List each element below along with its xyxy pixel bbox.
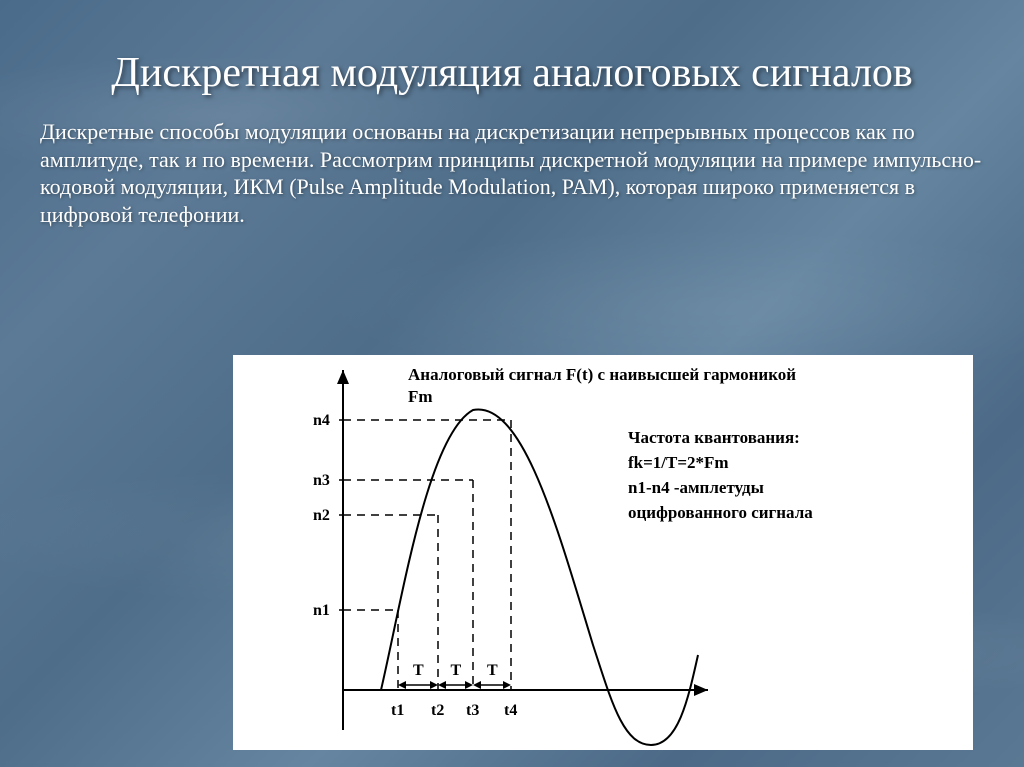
- svg-text:n4: n4: [313, 412, 330, 429]
- svg-text:T: T: [487, 662, 498, 679]
- slide-body: Дискретные способы модуляции основаны на…: [40, 118, 984, 228]
- pcm-diagram-svg: n4 n3 n2 n1 t1 t2 t3 t4 T T T Аналоговый сигнал F(t…: [233, 355, 973, 750]
- pcm-diagram: n4 n3 n2 n1 t1 t2 t3 t4 T T T Аналоговый сигнал F(t…: [233, 355, 973, 750]
- svg-text:T: T: [451, 662, 462, 679]
- svg-text:n2: n2: [313, 507, 330, 524]
- svg-text:t1: t1: [391, 702, 404, 719]
- svg-text:t4: t4: [504, 702, 517, 719]
- svg-text:t2: t2: [431, 702, 444, 719]
- svg-text:t3: t3: [466, 702, 479, 719]
- svg-text:оцифрованного сигнала: оцифрованного сигнала: [628, 503, 813, 522]
- svg-text:Частота квантования:: Частота квантования:: [628, 428, 800, 447]
- svg-text:n1-n4 -амплетуды: n1-n4 -амплетуды: [628, 478, 764, 497]
- slide: Дискретная модуляция аналоговых сигналов…: [0, 0, 1024, 767]
- svg-text:n1: n1: [313, 602, 330, 619]
- svg-text:Аналоговый сигнал F(t) с наивы: Аналоговый сигнал F(t) с наивысшей гармо…: [408, 365, 796, 384]
- svg-text:Fm: Fm: [408, 387, 433, 406]
- svg-text:n3: n3: [313, 472, 330, 489]
- svg-text:T: T: [413, 662, 424, 679]
- slide-title: Дискретная модуляция аналоговых сигналов: [40, 50, 984, 96]
- svg-text:fk=1/T=2*Fm: fk=1/T=2*Fm: [628, 453, 729, 472]
